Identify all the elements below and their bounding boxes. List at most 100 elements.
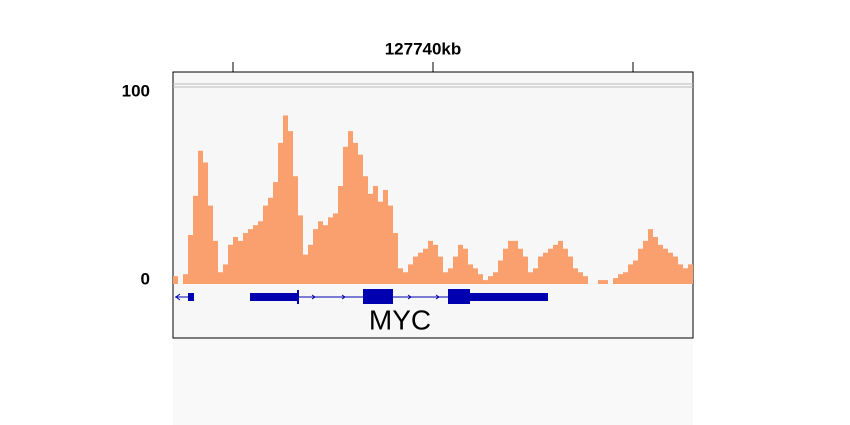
coverage-bar (578, 272, 583, 284)
coverage-bar (188, 235, 193, 284)
coverage-bar (603, 280, 608, 284)
coverage-bar (338, 186, 343, 284)
coverage-bar (653, 236, 658, 284)
coverage-bar (418, 252, 423, 284)
gene-label: MYC (369, 304, 431, 335)
coverage-bar (623, 272, 628, 284)
coverage-bar (583, 276, 588, 284)
coverage-bar (348, 131, 353, 284)
x-tick-label: 127740kb (385, 39, 462, 58)
coverage-bar (208, 205, 213, 284)
coverage-bar (568, 256, 573, 284)
coverage-bar (528, 272, 533, 284)
exon (363, 289, 393, 304)
coverage-bar (553, 244, 558, 284)
coverage-bar (403, 272, 408, 284)
coverage-bar (248, 229, 253, 284)
coverage-bar (308, 244, 313, 284)
coverage-bar (288, 131, 293, 284)
empty-panel (173, 338, 693, 425)
coverage-bar (398, 268, 403, 284)
coverage-bar (468, 264, 473, 284)
coverage-bar (618, 274, 623, 284)
y-tick-label: 100 (122, 81, 150, 100)
coverage-bar (238, 240, 243, 284)
coverage-bar (598, 280, 603, 284)
coverage-bar (343, 146, 348, 284)
coverage-bar (268, 197, 273, 284)
coverage-bar (673, 256, 678, 284)
coverage-bar (433, 244, 438, 284)
coverage-bar (483, 280, 488, 284)
coverage-bar (303, 254, 308, 284)
coverage-bar (563, 248, 568, 284)
coverage-bar (443, 272, 448, 284)
coverage-bar (573, 268, 578, 284)
coverage-bar (628, 264, 633, 284)
coverage-bar (678, 264, 683, 284)
coverage-bar (538, 256, 543, 284)
coverage-bar (183, 274, 188, 284)
coverage-bar (508, 240, 513, 284)
coverage-bar (428, 240, 433, 284)
coverage-bar (458, 244, 463, 284)
coverage-bar (363, 176, 368, 284)
coverage-bar (513, 240, 518, 284)
coverage-bar (393, 233, 398, 284)
coverage-bar (503, 248, 508, 284)
coverage-bar (683, 268, 688, 284)
coverage-bar (533, 268, 538, 284)
coverage-bar (273, 182, 278, 284)
coverage-bar (283, 115, 288, 284)
coverage-bar (648, 229, 653, 284)
strand-arrow (175, 293, 181, 301)
coverage-bar (313, 229, 318, 284)
coverage-bar (423, 248, 428, 284)
coverage-bar (498, 260, 503, 284)
coverage-bar (413, 256, 418, 284)
coverage-bar (688, 264, 693, 284)
coverage-bar (663, 248, 668, 284)
coverage-bar (638, 248, 643, 284)
coverage-bar (548, 248, 553, 284)
coverage-bar (488, 276, 493, 284)
coverage-bar (658, 244, 663, 284)
y-tick-label: 0 (141, 269, 150, 288)
coverage-bar (358, 154, 363, 284)
coverage-bar (198, 150, 203, 284)
coverage-bar (388, 205, 393, 284)
coverage-bar (333, 213, 338, 284)
coverage-bar (298, 215, 303, 284)
coverage-bar (353, 142, 358, 284)
coverage-bar (203, 162, 208, 284)
coverage-bar (633, 260, 638, 284)
utr (470, 293, 548, 301)
coverage-bar (558, 240, 563, 284)
coverage-bar (668, 252, 673, 284)
coverage-bar (463, 248, 468, 284)
coverage-bar (378, 201, 383, 284)
gene-model: MYC (175, 289, 548, 335)
coverage-bar (223, 264, 228, 284)
coverage-bar (408, 264, 413, 284)
coverage-bar (493, 272, 498, 284)
coverage-bar (213, 240, 218, 284)
utr (250, 293, 298, 301)
coverage-bar (543, 252, 548, 284)
coverage-bar (218, 272, 223, 284)
coverage-bar (643, 240, 648, 284)
coverage-bar (523, 256, 528, 284)
coverage-bar (173, 276, 178, 284)
coverage-bar (318, 221, 323, 284)
coverage-bar (473, 268, 478, 284)
coverage-bar (368, 193, 373, 284)
coverage-bar (328, 217, 333, 284)
coverage-bar (383, 189, 388, 284)
coverage-bar (518, 248, 523, 284)
coverage-bar (478, 274, 483, 284)
strand-arrow (311, 294, 440, 300)
coverage-bar (193, 195, 198, 284)
coverage-bar (278, 142, 283, 284)
coverage-bar (438, 256, 443, 284)
coverage-bar (243, 233, 248, 284)
